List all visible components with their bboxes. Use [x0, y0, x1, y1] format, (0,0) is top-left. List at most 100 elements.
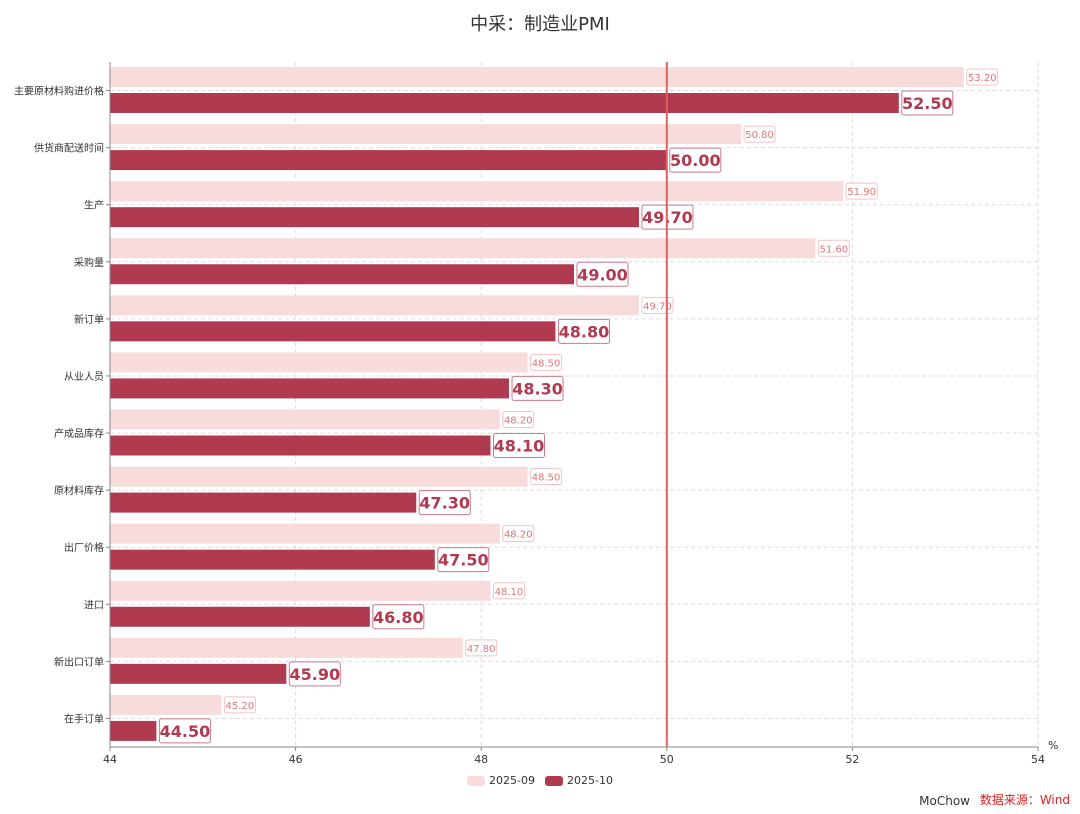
data-label-box-2025-09	[530, 353, 563, 371]
x-tick-label: 50	[660, 753, 674, 766]
category-label: 原材料库存	[54, 484, 104, 497]
legend-item-curr[interactable]: 2025-10	[545, 774, 613, 787]
legend-swatch-prev	[467, 775, 486, 786]
data-label-box-2025-09	[502, 525, 535, 543]
bar-2025-10	[110, 378, 510, 399]
data-label-box-2025-09	[817, 239, 850, 257]
x-tick-label: 46	[289, 753, 303, 766]
bar-2025-10	[110, 549, 435, 570]
data-label-box-2025-10	[511, 375, 564, 401]
bar-2025-09	[110, 694, 222, 715]
bar-2025-10	[110, 492, 417, 513]
data-label-2025-10: 48.10	[494, 437, 545, 456]
data-label-2025-09: 51.60	[819, 244, 848, 255]
data-label-box-2025-10	[557, 318, 610, 344]
bar-2025-09	[110, 352, 528, 373]
data-label-box-2025-10	[158, 718, 211, 744]
data-label-box-2025-09	[641, 296, 674, 314]
data-label-2025-10: 47.30	[419, 494, 470, 513]
bar-2025-09	[110, 580, 491, 601]
data-label-2025-09: 48.50	[532, 358, 561, 369]
x-axis-unit: %	[1048, 739, 1059, 752]
data-label-2025-10: 44.50	[160, 722, 211, 741]
bar-2025-09	[110, 466, 528, 487]
bar-2025-10	[110, 606, 370, 627]
data-label-box-2025-10	[288, 661, 341, 687]
data-label-box-2025-09	[743, 125, 776, 143]
data-label-2025-09: 47.80	[467, 644, 496, 655]
data-label-2025-09: 49.70	[643, 301, 672, 312]
data-label-2025-09: 48.20	[504, 416, 533, 427]
category-label: 新出口订单	[54, 655, 104, 668]
legend-label-curr: 2025-10	[567, 774, 613, 787]
footer-author: MoChow	[919, 794, 970, 808]
data-label-2025-10: 45.90	[290, 665, 341, 684]
data-label-2025-09: 45.20	[226, 701, 255, 712]
bar-2025-10	[110, 150, 667, 171]
x-tick-label: 52	[845, 753, 859, 766]
bar-2025-09	[110, 181, 844, 202]
data-label-2025-09: 48.20	[504, 530, 533, 541]
bar-2025-10	[110, 321, 556, 342]
bar-2025-09	[110, 295, 639, 316]
data-label-2025-10: 48.80	[559, 322, 610, 341]
chart-title: 中采：制造业PMI	[470, 14, 610, 35]
data-label-box-2025-09	[492, 582, 525, 600]
data-label-2025-09: 51.90	[847, 187, 876, 198]
data-label-box-2025-09	[502, 411, 535, 428]
bar-2025-10	[110, 207, 639, 228]
data-label-2025-10: 47.50	[438, 551, 489, 570]
bar-2025-09	[110, 124, 742, 145]
bar-2025-09	[110, 238, 816, 259]
data-label-box-2025-10	[669, 147, 722, 173]
data-label-box-2025-10	[576, 261, 629, 287]
category-label: 从业人员	[64, 371, 104, 383]
bar-2025-09	[110, 523, 500, 544]
bar-2025-10	[110, 435, 491, 456]
bar-2025-10	[110, 720, 157, 741]
data-label-box-2025-10	[418, 490, 471, 516]
legend: 2025-09 2025-10	[0, 774, 1080, 787]
bar-2025-10	[110, 264, 574, 285]
bar-2025-09	[110, 637, 463, 658]
data-label-box-2025-09	[223, 696, 256, 714]
data-label-box-2025-09	[845, 182, 878, 200]
bar-2025-10	[110, 93, 899, 113]
x-tick-label: 54	[1031, 753, 1045, 766]
data-label-2025-10: 48.30	[512, 379, 563, 398]
footer-source: 数据来源：Wind	[979, 793, 1070, 807]
data-label-box-2025-09	[530, 468, 563, 486]
data-label-box-2025-09	[465, 639, 498, 657]
category-label: 供货商配送时间	[34, 142, 104, 155]
data-label-2025-09: 50.80	[745, 130, 774, 141]
x-tick-label: 44	[103, 753, 117, 766]
data-label-2025-10: 49.00	[577, 265, 628, 284]
category-label: 生产	[84, 199, 104, 212]
data-label-box-2025-10	[437, 547, 490, 573]
data-label-box-2025-10	[901, 90, 954, 116]
data-label-2025-09: 48.50	[532, 473, 561, 484]
data-label-2025-10: 46.80	[373, 608, 424, 627]
bar-2025-09	[110, 409, 500, 430]
category-label: 在手订单	[64, 712, 104, 725]
data-label-2025-09: 53.20	[968, 73, 997, 84]
data-label-2025-09: 48.10	[495, 587, 524, 598]
legend-label-prev: 2025-09	[489, 774, 535, 787]
category-label: 进口	[84, 599, 104, 611]
data-label-box-2025-10	[372, 604, 425, 630]
category-label: 出厂价格	[64, 541, 104, 554]
legend-item-prev[interactable]: 2025-09	[467, 774, 535, 787]
category-label: 产成品库存	[54, 427, 104, 440]
x-tick-label: 48	[474, 753, 488, 766]
category-label: 采购量	[74, 256, 104, 269]
data-label-2025-10: 52.50	[902, 94, 953, 113]
category-label: 主要原材料购进价格	[14, 85, 104, 98]
bar-2025-10	[110, 663, 287, 684]
data-label-box-2025-09	[966, 68, 999, 86]
bar-2025-09	[110, 67, 964, 87]
data-label-box-2025-10	[492, 433, 545, 458]
category-label: 新订单	[74, 313, 104, 326]
legend-swatch-curr	[545, 775, 563, 786]
